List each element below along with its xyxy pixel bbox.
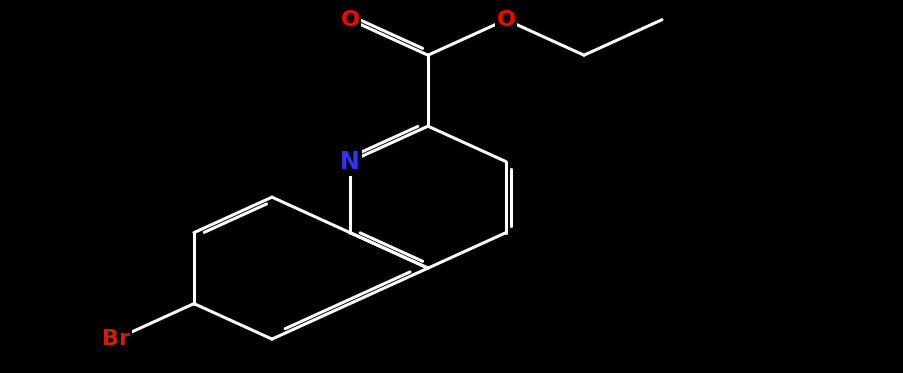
Text: N: N [340, 150, 359, 174]
Text: O: O [340, 10, 359, 30]
Text: O: O [496, 10, 515, 30]
Text: Br: Br [102, 329, 130, 349]
